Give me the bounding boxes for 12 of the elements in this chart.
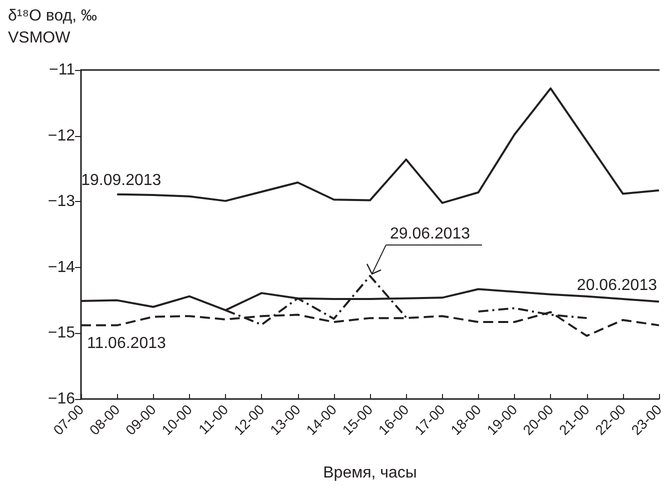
- y-axis-title: δ¹⁸O вод, ‰ VSMOW: [8, 8, 97, 46]
- series-label: 19.09.2013: [81, 172, 162, 189]
- series-label: 11.06.2013: [87, 334, 166, 352]
- y-tick-label: −16: [48, 390, 76, 408]
- y-tick-label: −13: [48, 193, 76, 210]
- series-label: 20.06.2013: [576, 277, 658, 294]
- y-tick-label: −15: [48, 324, 76, 342]
- y-tick-label: −12: [48, 127, 76, 144]
- text: 29.06.2013: [390, 225, 470, 242]
- y-tick-label: −11: [49, 62, 76, 78]
- x-axis-title: Время, часы: [323, 464, 417, 482]
- y-tick-label: −14: [48, 258, 76, 276]
